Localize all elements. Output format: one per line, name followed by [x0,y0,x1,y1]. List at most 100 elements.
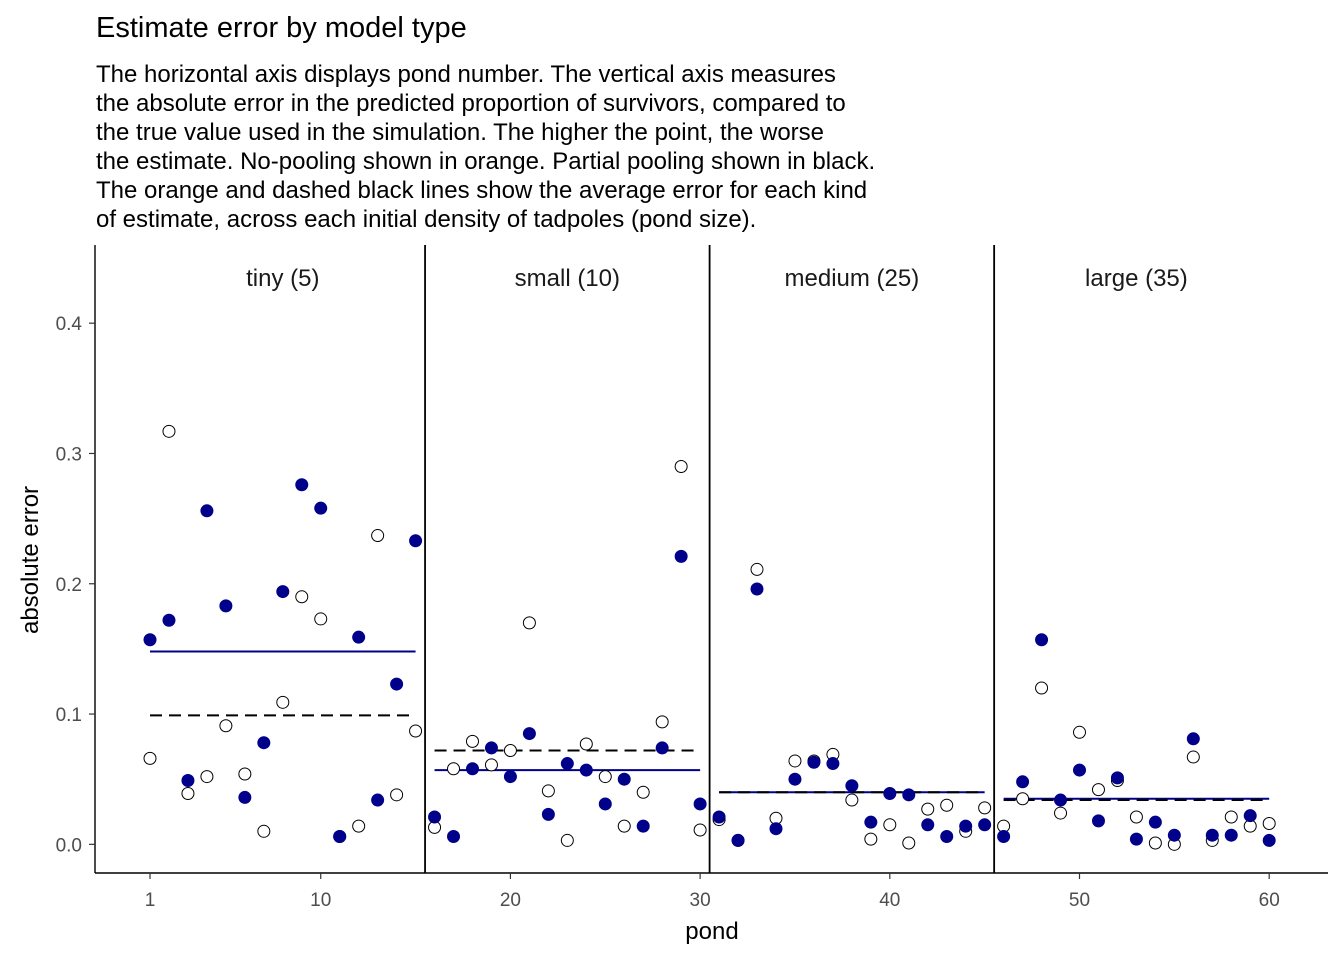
partial-pooling-point [902,836,916,850]
no-pooling-point [674,549,688,563]
no-pooling-point [902,788,916,802]
no-pooling-point [428,810,442,824]
no-pooling-point [845,779,859,793]
partial-pooling-point [693,823,707,837]
facet-dividers [424,245,996,873]
no-pooling-point [314,501,328,515]
no-pooling-point [1035,633,1049,647]
subtitle-line: The horizontal axis displays pond number… [96,61,836,88]
no-pooling-point [560,757,574,771]
no-pooling-point [390,677,404,691]
facet-label: tiny (5) [246,265,319,292]
partial-pooling-point [522,616,536,630]
no-pooling-point [541,807,555,821]
no-pooling-point [447,830,461,844]
no-pooling-point [940,830,954,844]
no-pooling-point [978,818,992,832]
no-pooling-point [617,772,631,786]
y-tick-label: 0.2 [56,575,82,596]
y-tick-label: 0.1 [56,705,82,726]
no-pooling-point [598,797,612,811]
facet-label: medium (25) [785,265,920,292]
no-pooling-point [636,819,650,833]
partial-pooling-point [1129,810,1143,824]
subtitle-line: the estimate. No-pooling shown in orange… [96,148,876,175]
partial-pooling-point [864,832,878,846]
partial-pooling-point [940,798,954,812]
partial-pooling-point [598,770,612,784]
partial-pooling-point [409,724,423,738]
no-pooling-point [807,755,821,769]
no-pooling-point [371,793,385,807]
no-pooling-point [1073,763,1087,777]
partial-pooling-point [1091,783,1105,797]
tick-labels: tiny (5) small (10) medium (25) large (35) 0… [56,265,1280,911]
no-pooling-point [219,599,233,613]
x-tick-label: 20 [500,890,521,911]
x-tick-label: 50 [1069,890,1090,911]
no-pooling-point [712,810,726,824]
no-pooling-point [750,582,764,596]
subtitle-line: the absolute error in the predicted prop… [96,90,846,117]
partial-pooling-point [978,801,992,815]
no-pooling-point [181,773,195,787]
no-pooling-point [579,763,593,777]
no-pooling-point [503,770,517,784]
partial-pooling-point [883,818,897,832]
no-pooling-point [693,797,707,811]
mean-lines [150,650,1270,802]
facet-label: small (10) [515,265,620,292]
no-pooling-point [883,787,897,801]
no-pooling-point [295,478,309,492]
partial-pooling-point [219,719,233,733]
partial-pooling-point [636,785,650,799]
partial-pooling-point [617,819,631,833]
no-pooling-point [1091,814,1105,828]
no-pooling-point [276,585,290,599]
partial-pooling-point [1148,836,1162,850]
partial-pooling-point [352,819,366,833]
partial-pooling-point [257,824,271,838]
x-tick-label: 40 [879,890,900,911]
partial-pooling-point [1054,806,1068,820]
partial-pooling-point [200,770,214,784]
no-pooling-point [921,818,935,832]
x-tick-label: 60 [1259,890,1280,911]
no-pooling-point [1243,809,1257,823]
partial-pooling-point [1016,792,1030,806]
subtitle-line: the true value used in the simulation. T… [96,119,825,146]
no-pooling-point [1110,771,1124,785]
no-pooling-point [826,757,840,771]
partial-pooling-point [465,734,479,748]
partial-pooling-point [238,767,252,781]
partial-pooling-point [314,612,328,626]
partial-pooling-point [1186,750,1200,764]
no-pooling-point [352,630,366,644]
y-tick-label: 0.3 [56,444,82,465]
partial-pooling-point [1073,725,1087,739]
axes [89,245,1328,879]
chart-title: Estimate error by model type [96,12,467,44]
partial-pooling-point [674,459,688,473]
no-pooling-point [238,790,252,804]
no-pooling-point [769,822,783,836]
partial-pooling-point [371,529,385,543]
partial-pooling-point [655,715,669,729]
partial-pooling-point [1262,816,1276,830]
partial-pooling-point [295,590,309,604]
x-tick-label: 30 [690,890,711,911]
no-pooling-point [333,830,347,844]
y-tick-label: 0.4 [56,314,83,335]
partial-pooling-point [162,424,176,438]
partial-pooling-point [1224,810,1238,824]
partial-pooling-point [541,784,555,798]
y-tick-label: 0.0 [56,835,82,856]
no-pooling-point [409,534,423,548]
no-pooling-point [1186,732,1200,746]
partial-pooling-point [503,744,517,758]
no-pooling-point [1205,828,1219,842]
partial-pooling-point [560,833,574,847]
partial-pooling-point [484,758,498,772]
no-pooling-point [1148,815,1162,829]
y-axis-title: absolute error [17,486,44,634]
